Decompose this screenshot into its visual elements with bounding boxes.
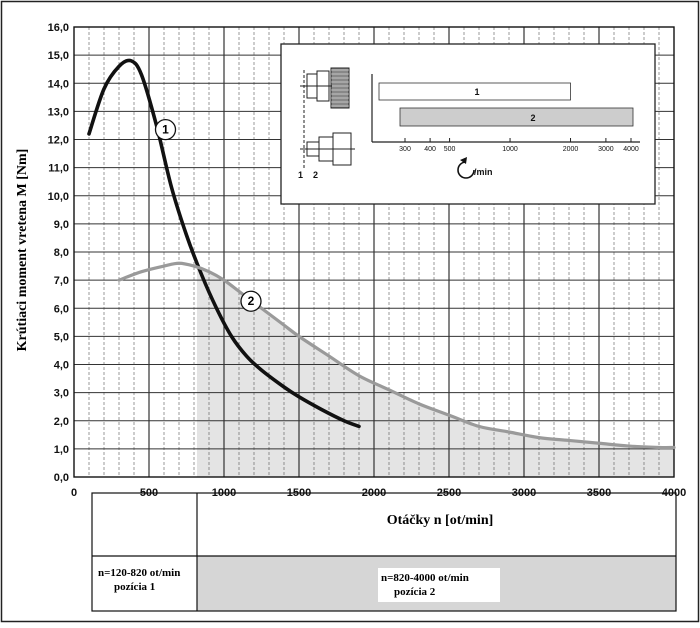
plot-border bbox=[73, 26, 675, 478]
x-axis-title: Otáčky n [ot/min] bbox=[387, 513, 494, 528]
inset-tick-label: 500 bbox=[444, 146, 456, 153]
curve-marker-circle bbox=[154, 119, 177, 141]
gear-schematic-icon bbox=[300, 67, 355, 168]
gear-label-1: 1 bbox=[298, 170, 303, 180]
y-tick-label: 14,0 bbox=[48, 78, 69, 90]
range-table-border bbox=[91, 492, 677, 612]
range-2-sublabel: pozícia 2 bbox=[394, 586, 436, 598]
inset-tick-label: 400 bbox=[424, 146, 436, 153]
y-tick-label: 12,0 bbox=[48, 135, 69, 147]
inset-tick-label: 2000 bbox=[563, 146, 579, 153]
curve-marker-2: 2 bbox=[240, 290, 262, 312]
y-tick-label: 5,0 bbox=[54, 331, 69, 343]
gear-label-2: 2 bbox=[313, 170, 318, 180]
inset-tick-label: 3000 bbox=[598, 146, 614, 153]
rotation-arrowhead bbox=[460, 157, 467, 164]
y-tick-label: 13,0 bbox=[48, 106, 69, 118]
range-1-sublabel: pozícia 1 bbox=[114, 581, 155, 593]
y-tick-label: 15,0 bbox=[48, 50, 69, 62]
y-tick-label: 3,0 bbox=[54, 388, 69, 400]
inset-tick-label: 4000 bbox=[623, 146, 639, 153]
y-tick-label: 6,0 bbox=[54, 303, 69, 315]
inset-tick-label: 300 bbox=[399, 146, 411, 153]
range-table: n=120-820 ot/min pozícia 1 n=820-4000 ot/m… bbox=[91, 492, 677, 612]
curve-marker-text: 2 bbox=[248, 294, 255, 308]
y-tick-label: 9,0 bbox=[54, 219, 69, 231]
range-2-label: n=820-4000 ot/min bbox=[381, 572, 469, 584]
shaded-region-layer bbox=[197, 267, 674, 477]
y-tick-label: 1,0 bbox=[54, 444, 69, 456]
y-tick-label: 16,0 bbox=[48, 22, 69, 34]
inset-bar-2-label: 2 bbox=[530, 113, 535, 123]
inset-bar-1 bbox=[378, 82, 571, 101]
shaded-area-under-series-2 bbox=[197, 267, 674, 477]
inset-bar-2 bbox=[399, 107, 634, 127]
rotation-unit: /min bbox=[474, 167, 493, 177]
inset-bar-1-label: 1 bbox=[474, 87, 479, 97]
rotation-arc bbox=[457, 161, 475, 179]
curve-marker-1: 1 bbox=[154, 119, 177, 141]
curve-marker-circle bbox=[240, 290, 262, 312]
plot-frame bbox=[73, 26, 675, 478]
y-axis-title: Krútiaci moment vretena M [Nm] bbox=[15, 149, 30, 352]
series-layer: 12 bbox=[87, 58, 676, 450]
grid-layer bbox=[74, 27, 674, 477]
series-line-2 bbox=[117, 261, 676, 450]
x-tick-label: 0 bbox=[71, 487, 77, 499]
y-tick-labels: 0,0 1,0 2,0 3,0 4,0 5,0 6,0 7,0 8,0 9,0 10,0 11,0 12… bbox=[48, 22, 69, 484]
y-tick-label: 7,0 bbox=[54, 275, 69, 287]
y-tick-label: 8,0 bbox=[54, 247, 69, 259]
series-line-1 bbox=[87, 58, 361, 429]
y-tick-label: 0,0 bbox=[54, 472, 69, 484]
curve-marker-text: 1 bbox=[162, 123, 169, 137]
rotation-icon bbox=[457, 157, 475, 179]
y-tick-label: 11,0 bbox=[48, 163, 69, 175]
inset-tick-label: 1000 bbox=[502, 146, 518, 153]
range-2-text-bg bbox=[378, 568, 500, 602]
y-tick-label: 10,0 bbox=[48, 191, 69, 203]
range-1-label: n=120-820 ot/min bbox=[98, 567, 180, 579]
y-tick-label: 2,0 bbox=[54, 416, 69, 428]
y-tick-label: 4,0 bbox=[54, 360, 69, 372]
